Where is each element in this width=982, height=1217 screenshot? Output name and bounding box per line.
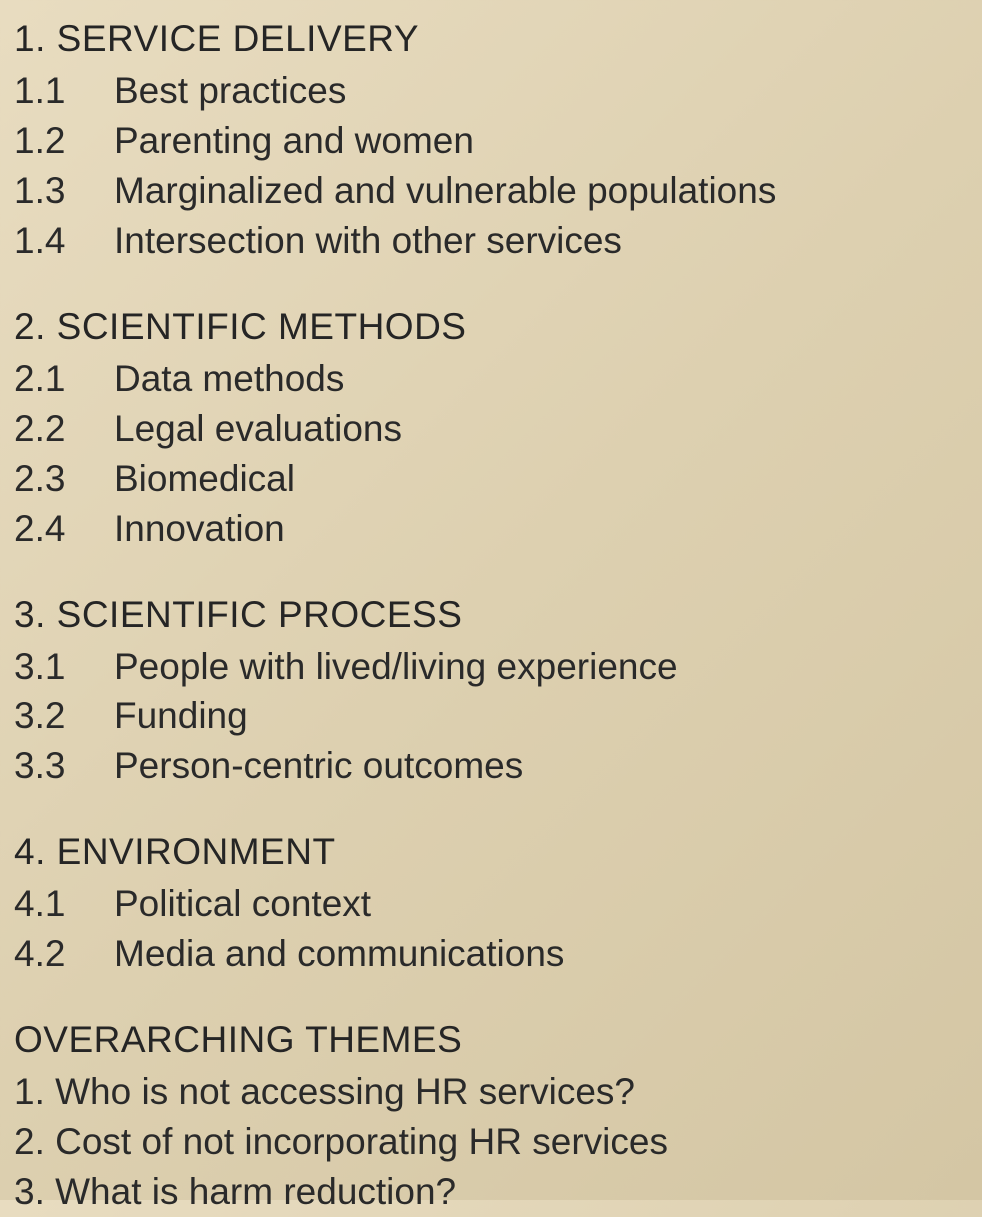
item-label: People with lived/living experience — [114, 642, 968, 692]
section-heading: 2. SCIENTIFIC METHODS — [14, 306, 968, 348]
list-item: 4.1 Political context — [14, 879, 968, 929]
list-item: 2.3 Biomedical — [14, 454, 968, 504]
item-number: 1.1 — [14, 66, 114, 116]
item-label: Media and communications — [114, 929, 968, 979]
list-item: 3.1 People with lived/living experience — [14, 642, 968, 692]
list-item: 4.2 Media and communications — [14, 929, 968, 979]
list-item: 1.3 Marginalized and vulnerable populati… — [14, 166, 968, 216]
section-heading: 4. ENVIRONMENT — [14, 831, 968, 873]
theme-item: 2. Cost of not incorporating HR services — [14, 1117, 968, 1167]
item-label: Innovation — [114, 504, 968, 554]
section-number: 2. — [14, 306, 46, 347]
section-title: ENVIRONMENT — [57, 831, 336, 872]
item-label: Political context — [114, 879, 968, 929]
item-label: Marginalized and vulnerable populations — [114, 166, 968, 216]
section-title: SCIENTIFIC PROCESS — [57, 594, 463, 635]
section-service-delivery: 1. SERVICE DELIVERY 1.1 Best practices 1… — [14, 18, 968, 266]
item-number: 1.4 — [14, 216, 114, 266]
item-number: 3.2 — [14, 691, 114, 741]
item-number: 2.3 — [14, 454, 114, 504]
section-environment: 4. ENVIRONMENT 4.1 Political context 4.2… — [14, 831, 968, 979]
section-title: SERVICE DELIVERY — [57, 18, 419, 59]
section-scientific-process: 3. SCIENTIFIC PROCESS 3.1 People with li… — [14, 594, 968, 792]
item-number: 2.1 — [14, 354, 114, 404]
list-item: 2.1 Data methods — [14, 354, 968, 404]
section-number: 1. — [14, 18, 46, 59]
section-heading: 3. SCIENTIFIC PROCESS — [14, 594, 968, 636]
item-label: Intersection with other services — [114, 216, 968, 266]
item-label: Best practices — [114, 66, 968, 116]
list-item: 1.1 Best practices — [14, 66, 968, 116]
list-item: 2.4 Innovation — [14, 504, 968, 554]
section-title: SCIENTIFIC METHODS — [57, 306, 467, 347]
item-label: Funding — [114, 691, 968, 741]
theme-item: 1. Who is not accessing HR services? — [14, 1067, 968, 1117]
item-number: 1.2 — [14, 116, 114, 166]
list-item: 2.2 Legal evaluations — [14, 404, 968, 454]
list-item: 1.2 Parenting and women — [14, 116, 968, 166]
item-label: Person-centric outcomes — [114, 741, 968, 791]
section-overarching-themes: OVERARCHING THEMES 1. Who is not accessi… — [14, 1019, 968, 1217]
item-label: Data methods — [114, 354, 968, 404]
item-number: 3.1 — [14, 642, 114, 692]
item-label: Parenting and women — [114, 116, 968, 166]
list-item: 1.4 Intersection with other services — [14, 216, 968, 266]
item-number: 3.3 — [14, 741, 114, 791]
theme-item: 3. What is harm reduction? — [14, 1167, 968, 1217]
list-item: 3.2 Funding — [14, 691, 968, 741]
item-number: 2.2 — [14, 404, 114, 454]
item-number: 2.4 — [14, 504, 114, 554]
themes-heading: OVERARCHING THEMES — [14, 1019, 968, 1061]
item-label: Legal evaluations — [114, 404, 968, 454]
section-number: 4. — [14, 831, 46, 872]
list-item: 3.3 Person-centric outcomes — [14, 741, 968, 791]
section-scientific-methods: 2. SCIENTIFIC METHODS 2.1 Data methods 2… — [14, 306, 968, 554]
section-number: 3. — [14, 594, 46, 635]
item-label: Biomedical — [114, 454, 968, 504]
item-number: 4.1 — [14, 879, 114, 929]
item-number: 4.2 — [14, 929, 114, 979]
item-number: 1.3 — [14, 166, 114, 216]
section-heading: 1. SERVICE DELIVERY — [14, 18, 968, 60]
